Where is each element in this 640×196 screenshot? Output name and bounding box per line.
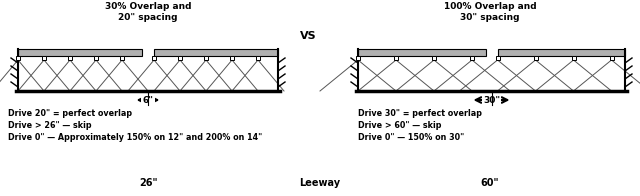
Bar xyxy=(120,56,124,60)
Bar xyxy=(394,56,398,60)
Bar xyxy=(204,56,208,60)
Bar xyxy=(256,56,260,60)
Bar xyxy=(495,56,499,60)
Text: Leeway: Leeway xyxy=(300,178,340,188)
Bar xyxy=(470,56,474,60)
Text: Drive 20" = perfect overlap
Drive > 26" — skip
Drive 0" — Approximately 150% on : Drive 20" = perfect overlap Drive > 26" … xyxy=(8,109,262,142)
Bar xyxy=(178,56,182,60)
Text: 26": 26" xyxy=(139,178,157,188)
Bar xyxy=(432,56,436,60)
Bar xyxy=(534,56,538,60)
Bar xyxy=(356,56,360,60)
Bar xyxy=(42,56,46,60)
Text: 60": 60" xyxy=(481,178,499,188)
FancyBboxPatch shape xyxy=(497,49,625,56)
Text: 30": 30" xyxy=(483,95,500,104)
Text: VS: VS xyxy=(300,31,316,41)
Text: Drive 30" = perfect overlap
Drive > 60" — skip
Drive 0" — 150% on 30": Drive 30" = perfect overlap Drive > 60" … xyxy=(358,109,482,142)
FancyBboxPatch shape xyxy=(154,49,278,56)
Bar xyxy=(230,56,234,60)
Bar xyxy=(94,56,98,60)
Bar xyxy=(572,56,575,60)
Bar xyxy=(16,56,20,60)
Text: 30% Overlap and
20" spacing: 30% Overlap and 20" spacing xyxy=(105,2,191,22)
FancyBboxPatch shape xyxy=(18,49,142,56)
Text: 100% Overlap and
30" spacing: 100% Overlap and 30" spacing xyxy=(444,2,536,22)
Bar xyxy=(609,56,614,60)
Text: 6": 6" xyxy=(143,95,154,104)
Bar xyxy=(152,56,156,60)
FancyBboxPatch shape xyxy=(358,49,486,56)
Bar xyxy=(68,56,72,60)
